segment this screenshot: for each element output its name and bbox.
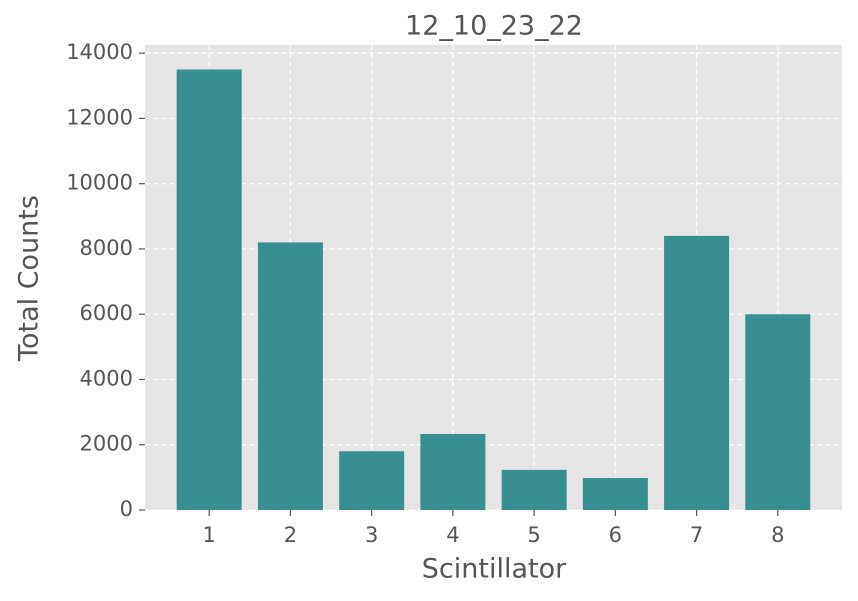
x-tick-label: 7 [690,523,703,547]
plot-area [145,45,842,510]
x-tick-label: 5 [527,523,540,547]
bar [257,242,323,510]
bar [339,451,405,510]
x-tick-label: 3 [365,523,378,547]
chart-title: 12_10_23_22 [405,11,583,42]
bar [664,235,730,511]
y-axis-label: Total Counts [14,195,45,362]
bar [745,314,811,510]
y-tick-label: 12000 [66,105,133,129]
x-tick-label: 6 [609,523,622,547]
bar [176,69,242,510]
y-tick-label: 2000 [80,432,133,456]
y-tick-label: 10000 [66,171,133,195]
y-tick-label: 0 [120,497,133,521]
y-tick-label: 14000 [66,40,133,64]
bar [420,433,486,510]
bar [501,469,567,510]
y-tick-label: 6000 [80,301,133,325]
x-tick-label: 8 [771,523,784,547]
y-tick-label: 8000 [80,236,133,260]
x-axis-label: Scintillator [422,554,567,585]
y-tick-label: 4000 [80,366,133,390]
x-tick-label: 2 [284,523,297,547]
x-tick-label: 1 [202,523,215,547]
x-tick-label: 4 [446,523,459,547]
bar [582,478,648,510]
